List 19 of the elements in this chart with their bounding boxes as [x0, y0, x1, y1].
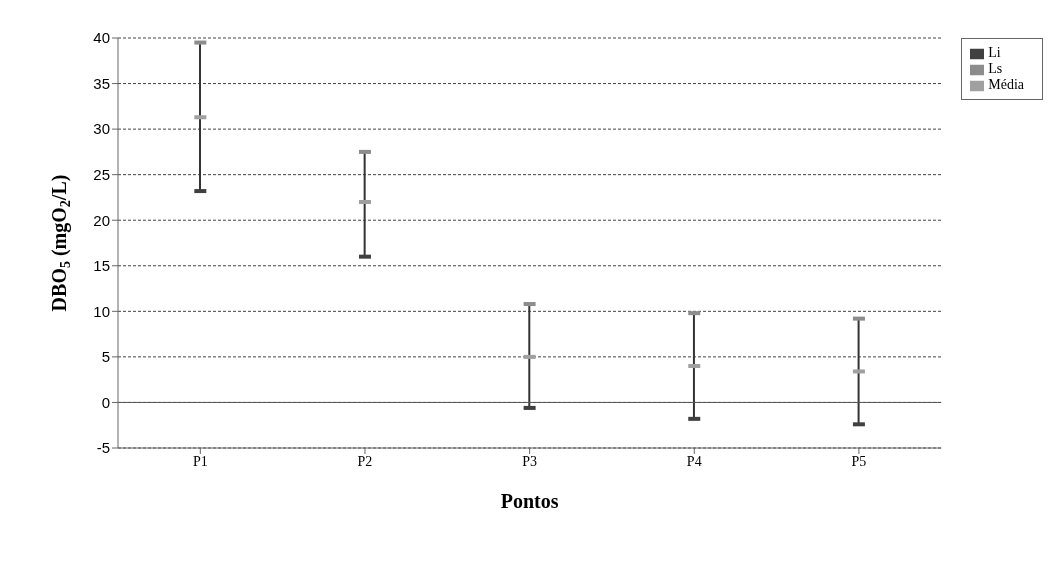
legend-label: Média [988, 77, 1024, 92]
x-tick-label: P2 [357, 453, 373, 469]
y-tick-label: 0 [101, 393, 110, 411]
y-tick-label: 10 [93, 302, 110, 320]
y-tick-label: 15 [93, 257, 110, 275]
y-tick-label: -5 [96, 439, 110, 457]
x-tick-label: P1 [192, 453, 208, 469]
y-tick-label: 20 [93, 211, 110, 229]
x-axis-title: Pontos [500, 490, 559, 512]
y-tick-label: 5 [101, 348, 110, 366]
x-tick-label: P4 [686, 453, 702, 469]
legend-label: Li [988, 45, 1001, 60]
legend-label: Ls [988, 61, 1003, 76]
y-tick-label: 35 [93, 74, 110, 92]
x-tick-label: P5 [851, 453, 867, 469]
y-tick-label: 30 [93, 120, 110, 138]
y-tick-label: 25 [93, 165, 110, 183]
x-tick-label: P3 [522, 453, 538, 469]
y-tick-label: 40 [93, 29, 110, 47]
